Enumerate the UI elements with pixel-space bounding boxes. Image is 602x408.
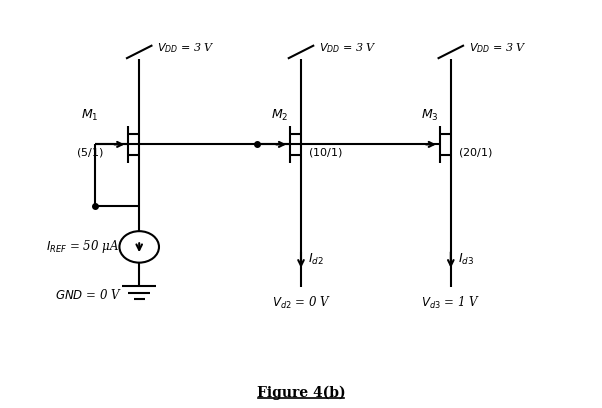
Text: $V_{DD}$ = 3 V: $V_{DD}$ = 3 V — [157, 41, 215, 55]
Text: $M_3$: $M_3$ — [421, 108, 439, 123]
Text: $(5/1)$: $(5/1)$ — [76, 146, 104, 160]
Text: $I_{d2}$: $I_{d2}$ — [308, 252, 324, 267]
Text: $V_{d3}$ = 1 V: $V_{d3}$ = 1 V — [421, 295, 480, 310]
Text: $(10/1)$: $(10/1)$ — [308, 146, 343, 160]
Text: $GND$ = 0 V: $GND$ = 0 V — [55, 288, 122, 302]
Text: Figure 4(b): Figure 4(b) — [256, 385, 346, 399]
Text: $I_{REF}$ = 50 μA: $I_{REF}$ = 50 μA — [46, 238, 119, 255]
Text: $M_1$: $M_1$ — [81, 108, 99, 123]
Text: $V_{DD}$ = 3 V: $V_{DD}$ = 3 V — [319, 41, 377, 55]
Text: $I_{d3}$: $I_{d3}$ — [458, 252, 474, 267]
Text: $V_{d2}$ = 0 V: $V_{d2}$ = 0 V — [272, 295, 330, 310]
Text: $(20/1)$: $(20/1)$ — [458, 146, 493, 160]
Text: $V_{DD}$ = 3 V: $V_{DD}$ = 3 V — [469, 41, 527, 55]
Text: $M_2$: $M_2$ — [272, 108, 289, 123]
